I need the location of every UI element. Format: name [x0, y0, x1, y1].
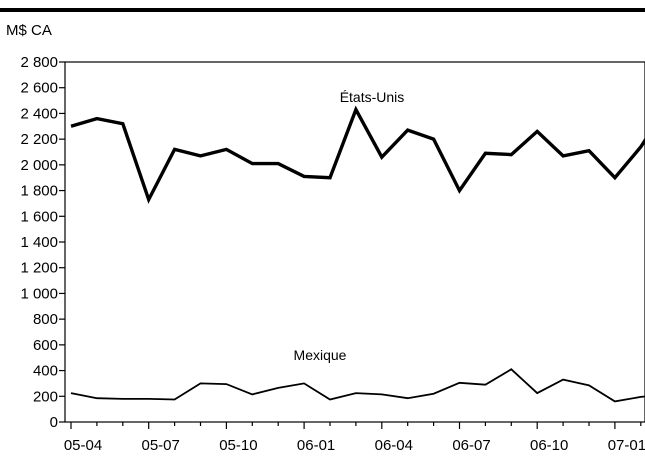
y-tick-label: 400: [33, 363, 58, 380]
x-tick-label: 06-04: [375, 437, 413, 454]
y-tick-label: 1 200: [20, 260, 58, 277]
y-tick-label: 800: [33, 311, 58, 328]
series-label-etats-unis: États-Unis: [340, 89, 405, 105]
y-tick-label: 2 400: [20, 105, 58, 122]
y-tick-label: 1 400: [20, 234, 58, 251]
y-tick-label: 200: [33, 388, 58, 405]
top-rule: [0, 8, 645, 12]
series-line-etats-unis: [70, 105, 645, 204]
x-tick-label: 05-10: [219, 437, 257, 454]
y-tick-label: 2 000: [20, 157, 58, 174]
x-axis: 05-04 05-07 05-10 06-01 06-04 06-07 06-10 07-01: [64, 422, 645, 454]
x-tick-label: 06-10: [530, 437, 568, 454]
x-tick-label: 06-07: [452, 437, 490, 454]
y-tick-label: 1 600: [20, 208, 58, 225]
y-tick-label: 1 800: [20, 183, 58, 200]
x-tick-label: 05-07: [142, 437, 180, 454]
x-tick-label: 07-01: [608, 437, 645, 454]
y-tick-label: 2 200: [20, 131, 58, 148]
y-tick-label: 2 600: [20, 80, 58, 97]
y-tick-label: 600: [33, 337, 58, 354]
series-label-mexique: Mexique: [294, 347, 347, 363]
y-axis-unit-label: M$ CA: [6, 22, 52, 39]
y-axis: 0 200 400 600 800 1 000 1 200 1 400 1 600 1 800 2 …: [20, 54, 65, 431]
y-tick-label: 0: [50, 414, 58, 431]
series-line-mexique: [70, 368, 645, 403]
y-tick-label: 2 800: [20, 54, 58, 71]
x-tick-label: 05-04: [64, 437, 102, 454]
series-layer: [70, 105, 645, 403]
y-tick-label: 1 000: [20, 285, 58, 302]
x-tick-label: 06-01: [297, 437, 335, 454]
